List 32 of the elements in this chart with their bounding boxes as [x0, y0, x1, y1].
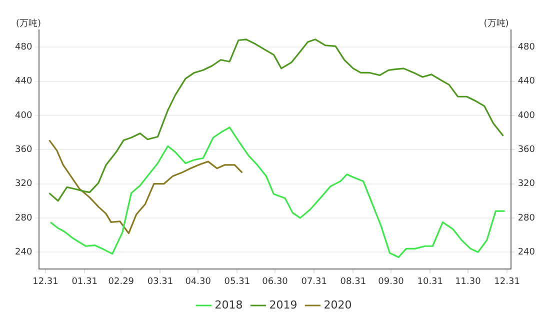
x-tick-label: 08.31 — [340, 276, 366, 287]
x-tick-label: 01.31 — [72, 276, 98, 287]
x-tick-label: 03.31 — [147, 276, 174, 287]
y-tick-label: 360 — [14, 144, 32, 155]
x-tick-label: 07.31 — [301, 276, 327, 287]
y-axis-title: (万吨) — [16, 18, 42, 29]
x-tick-label: 11.30 — [455, 276, 482, 287]
legend-label: 2018 — [214, 298, 243, 312]
x-tick-label: 10.31 — [417, 276, 443, 287]
y-tick-label: 240 — [14, 247, 32, 258]
y2-tick-label: 400 — [518, 110, 536, 121]
x-tick-label: 04.30 — [185, 276, 212, 287]
legend-label: 2019 — [269, 298, 298, 312]
x-tick-label: 02.29 — [108, 276, 134, 287]
y-tick-label: 320 — [14, 179, 32, 190]
x-tick-label: 05.31 — [224, 276, 250, 287]
x-tick-label: 06.30 — [262, 276, 288, 287]
y2-tick-label: 480 — [518, 42, 536, 52]
x-tick-label: 12.31 — [32, 276, 58, 287]
y-tick-label: 280 — [14, 213, 32, 224]
y-tick-label: 400 — [14, 110, 32, 121]
y2-tick-label: 280 — [518, 213, 536, 224]
y2-tick-label: 320 — [518, 179, 536, 190]
x-tick-label: 12.31 — [494, 276, 520, 287]
y-tick-label: 440 — [14, 76, 32, 87]
y2-tick-label: 440 — [518, 76, 536, 87]
y-tick-label: 480 — [14, 42, 32, 52]
y2-axis-title: (万吨) — [484, 18, 509, 29]
y2-tick-label: 360 — [518, 144, 536, 155]
y2-tick-label: 240 — [518, 247, 536, 258]
legend-label: 2020 — [324, 298, 352, 312]
x-tick-label: 09.30 — [378, 276, 404, 287]
